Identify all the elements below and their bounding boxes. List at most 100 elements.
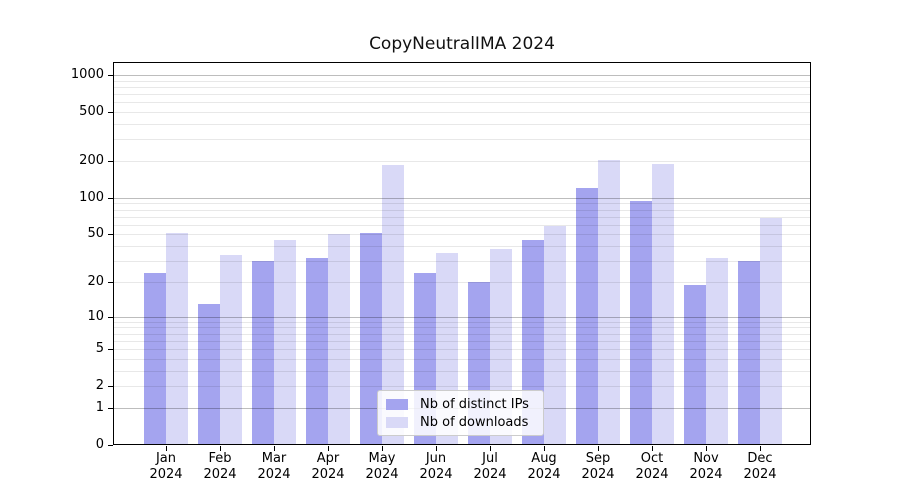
x-tick-label: Apr 2024 — [311, 451, 345, 482]
y-gridline-major — [114, 316, 810, 318]
x-tick-mark — [436, 446, 437, 451]
x-tick-label: Sep 2024 — [581, 451, 615, 482]
y-gridline-minor — [114, 124, 810, 125]
x-tick-mark — [274, 446, 275, 451]
x-tick-label: Mar 2024 — [257, 451, 291, 482]
y-gridline-minor — [114, 224, 810, 226]
x-tick-label: Feb 2024 — [203, 451, 237, 482]
x-tick-mark — [706, 446, 707, 451]
bar-feb-ips — [198, 303, 220, 444]
legend-swatch-downloads — [386, 416, 408, 428]
y-tick-label: 0 — [95, 437, 104, 452]
bar-sep-ips — [576, 188, 598, 444]
x-tick-label: Jan 2024 — [149, 451, 183, 482]
y-tick-label: 1000 — [70, 67, 104, 82]
y-tick-label: 2 — [95, 378, 104, 394]
y-gridline-minor — [114, 327, 810, 329]
y-tick-label: 50 — [87, 226, 104, 242]
y-gridline-minor — [114, 94, 810, 95]
y-tick-mark — [108, 316, 113, 318]
bar-nov-downloads — [706, 257, 728, 444]
y-tick-mark — [108, 407, 113, 409]
plot-area — [113, 62, 811, 445]
legend-swatch-distinct-ips — [386, 398, 408, 410]
x-tick-label: Nov 2024 — [689, 451, 723, 482]
y-tick-mark — [108, 112, 113, 113]
y-tick-label: 100 — [79, 189, 104, 205]
x-tick-mark — [220, 446, 221, 451]
y-gridline-minor — [114, 370, 810, 372]
legend-item-downloads: Nb of downloads — [386, 415, 535, 430]
legend-label-distinct-ips: Nb of distinct IPs — [420, 396, 529, 412]
y-tick-mark — [108, 197, 113, 199]
x-tick-label: Aug 2024 — [527, 451, 561, 482]
bar-jan-ips — [144, 272, 166, 444]
y-gridline-minor — [114, 209, 810, 211]
bar-mar-downloads — [274, 239, 296, 444]
y-gridline-minor — [114, 234, 810, 236]
y-gridline-minor — [114, 349, 810, 350]
legend: Nb of distinct IPs Nb of downloads — [377, 390, 544, 436]
y-gridline-minor — [114, 386, 810, 388]
x-tick-label: Jul 2024 — [473, 451, 507, 482]
x-tick-mark — [166, 446, 167, 451]
y-gridline-minor — [114, 340, 810, 342]
x-tick-mark — [598, 446, 599, 451]
bar-jan-downloads — [166, 233, 188, 444]
y-tick-mark — [108, 75, 113, 76]
bar-aug-downloads — [544, 225, 566, 444]
bar-may-ips — [360, 233, 382, 444]
x-tick-mark — [760, 446, 761, 451]
y-gridline-minor — [114, 216, 810, 218]
bar-nov-ips — [684, 284, 706, 444]
chart-title: CopyNeutralIMA 2024 — [369, 34, 555, 54]
y-gridline-minor — [114, 358, 810, 360]
bar-feb-downloads — [220, 254, 242, 444]
y-gridline-minor — [114, 102, 810, 104]
y-tick-label: 20 — [87, 273, 104, 289]
legend-label-downloads: Nb of downloads — [420, 414, 529, 430]
x-tick-mark — [652, 446, 653, 451]
bar-apr-downloads — [328, 234, 350, 444]
y-gridline-minor — [114, 86, 810, 88]
y-tick-mark — [108, 445, 113, 446]
y-tick-mark — [108, 349, 113, 350]
y-gridline-minor — [114, 203, 810, 205]
y-tick-mark — [108, 160, 113, 162]
bar-oct-ips — [630, 200, 652, 444]
y-gridline-minor — [114, 160, 810, 162]
y-gridline-minor — [114, 281, 810, 283]
bar-oct-downloads — [652, 163, 674, 444]
bar-dec-downloads — [760, 218, 782, 444]
x-tick-mark — [328, 446, 329, 451]
y-tick-label: 10 — [87, 308, 104, 324]
y-gridline-minor — [114, 80, 810, 82]
x-tick-label: May 2024 — [365, 451, 399, 482]
x-tick-mark — [544, 446, 545, 451]
x-tick-label: Jun 2024 — [419, 451, 453, 482]
x-tick-label: Oct 2024 — [635, 451, 669, 482]
y-gridline-minor — [114, 333, 810, 335]
y-gridline-minor — [114, 139, 810, 141]
y-gridline-minor — [114, 261, 810, 263]
x-tick-mark — [490, 446, 491, 451]
y-tick-mark — [108, 386, 113, 388]
y-gridline-major — [114, 197, 810, 199]
y-tick-label: 1 — [95, 399, 104, 415]
x-tick-mark — [382, 446, 383, 451]
y-tick-mark — [108, 281, 113, 283]
bar-apr-ips — [306, 257, 328, 444]
y-gridline-minor — [114, 112, 810, 113]
y-tick-label: 5 — [95, 341, 104, 356]
y-tick-label: 500 — [79, 104, 104, 119]
legend-item-distinct-ips: Nb of distinct IPs — [386, 397, 535, 412]
y-tick-mark — [108, 234, 113, 236]
y-gridline-minor — [114, 246, 810, 248]
y-gridline-minor — [114, 321, 810, 323]
y-tick-label: 200 — [79, 152, 104, 168]
x-tick-label: Dec 2024 — [743, 451, 777, 482]
y-gridline-major — [114, 75, 810, 76]
bar-may-downloads — [382, 164, 404, 444]
bar-sep-downloads — [598, 159, 620, 444]
